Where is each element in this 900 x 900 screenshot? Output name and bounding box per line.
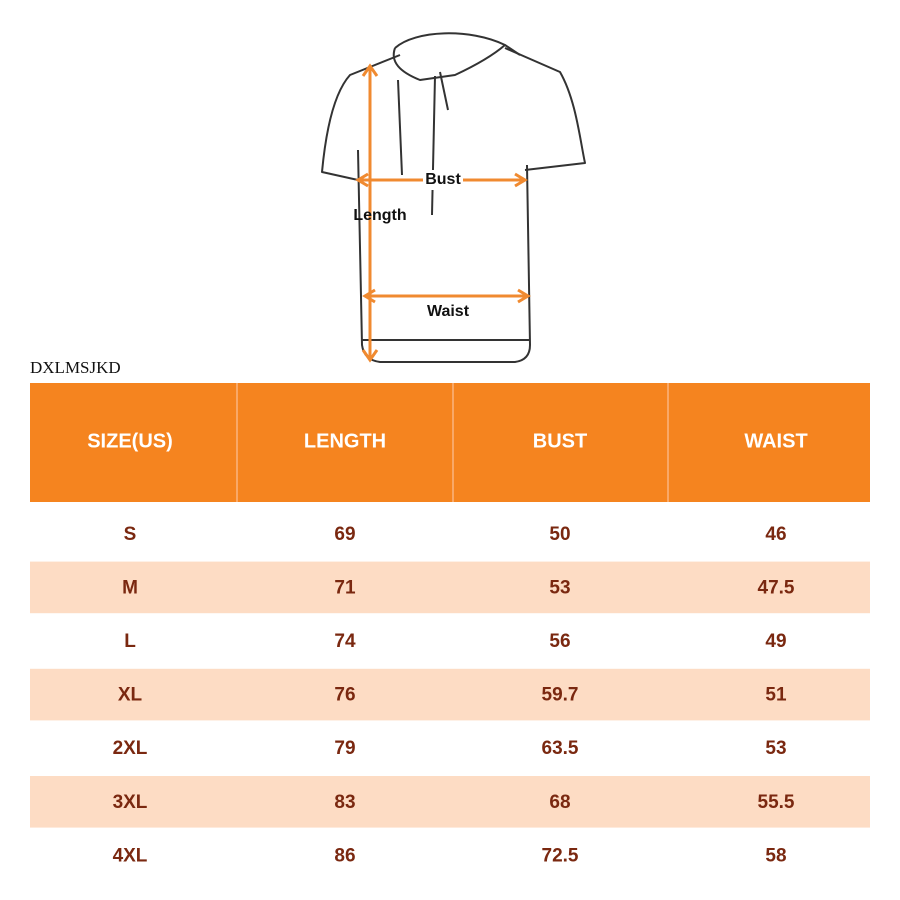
header-cell: BUST xyxy=(533,430,587,452)
table-cell: 58 xyxy=(765,845,786,866)
row-band xyxy=(30,561,870,614)
table-cell: 49 xyxy=(765,631,786,652)
table-cell: 71 xyxy=(334,577,356,598)
table-cell: 47.5 xyxy=(758,577,795,598)
table-cell: 2XL xyxy=(113,738,148,759)
table-cell: 74 xyxy=(334,631,356,652)
table-cell: 46 xyxy=(765,524,786,545)
label-bg xyxy=(423,170,463,190)
table-cell: L xyxy=(124,631,136,652)
table-cell: 53 xyxy=(549,577,570,598)
table-cell: 69 xyxy=(334,524,355,545)
waist-label: Waist xyxy=(427,303,470,320)
table-cell: 51 xyxy=(765,685,787,706)
table-cell: 53 xyxy=(765,738,786,759)
table-cell: 86 xyxy=(334,845,355,866)
table-cell: 3XL xyxy=(113,792,148,813)
table-cell: 4XL xyxy=(113,845,148,866)
header-cell: SIZE(US) xyxy=(87,430,173,452)
table-cell: S xyxy=(124,524,137,545)
row-band xyxy=(30,668,870,721)
header-cell: LENGTH xyxy=(304,430,386,452)
table-cell: 55.5 xyxy=(758,792,795,813)
row-band xyxy=(30,776,870,828)
brand: DXLMSJKD xyxy=(30,358,121,377)
table-cell: 79 xyxy=(334,738,355,759)
table-cell: 50 xyxy=(549,524,570,545)
table-cell: XL xyxy=(118,685,143,706)
bust-label: Bust xyxy=(425,171,461,188)
table-cell: 83 xyxy=(334,792,355,813)
table-cell: 76 xyxy=(334,685,355,706)
table-cell: 59.7 xyxy=(542,685,579,706)
table-header-bg xyxy=(30,383,870,502)
header-cell: WAIST xyxy=(744,430,807,452)
table-cell: 63.5 xyxy=(542,738,579,759)
shirt-drawing: Bust Length Waist xyxy=(321,32,586,363)
size-table: SIZE(US) LENGTH BUST WAIST S 69 50 46 M 71 53 47.5 L… xyxy=(30,383,870,866)
table-cell: 72.5 xyxy=(542,845,579,866)
table-cell: M xyxy=(122,577,138,598)
table-cell: 68 xyxy=(549,792,570,813)
table-cell: 56 xyxy=(549,631,570,652)
length-label: Length xyxy=(353,207,406,224)
